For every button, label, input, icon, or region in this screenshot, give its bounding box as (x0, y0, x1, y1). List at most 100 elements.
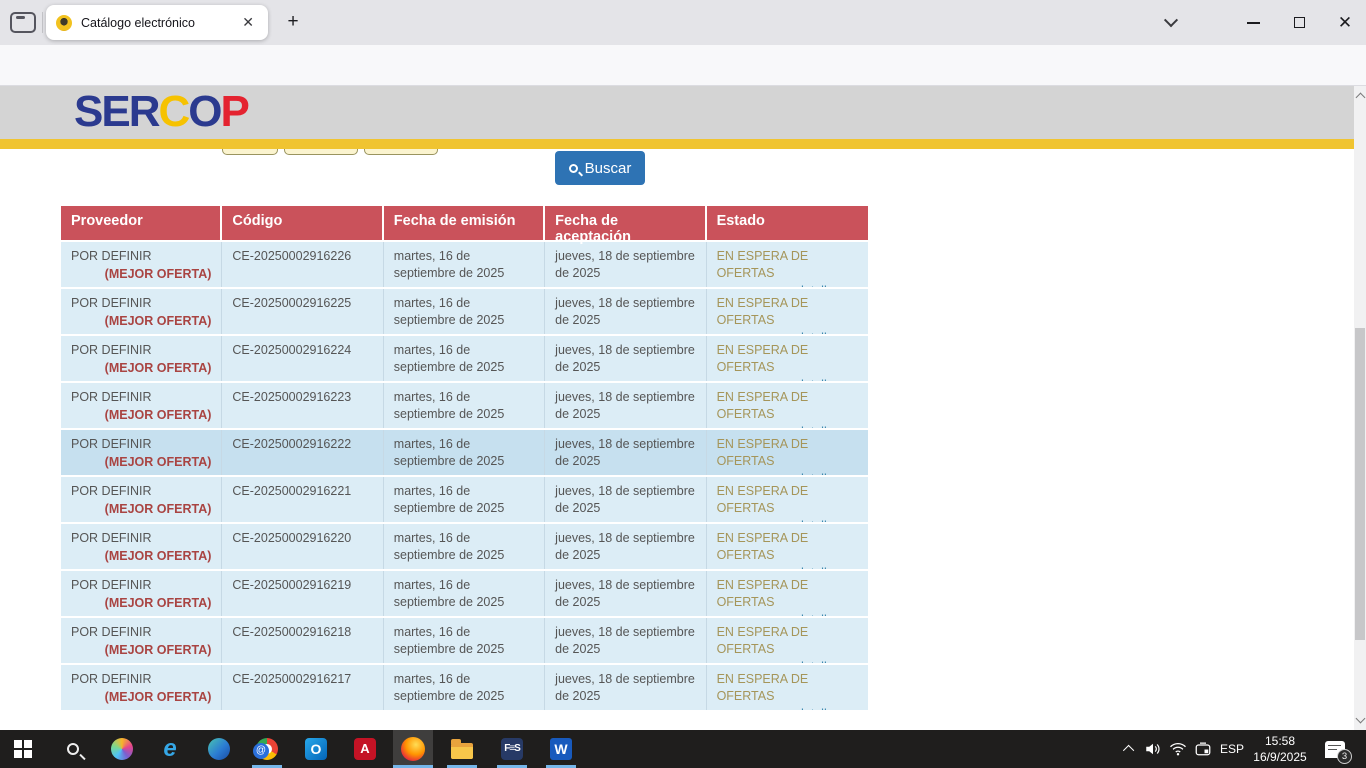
outlook-icon[interactable]: O (296, 730, 336, 768)
ver-detalles-link[interactable]: ver detalles (717, 377, 858, 381)
firefox-icon[interactable] (393, 730, 433, 768)
internet-explorer-icon[interactable]: e (163, 735, 177, 762)
clock-date: 16/9/2025 (1253, 750, 1307, 764)
col-header-fecha-aceptacion: Fecha de aceptación (545, 206, 707, 245)
provider: POR DEFINIR (71, 296, 152, 310)
site-favicon (56, 14, 72, 31)
sercop-logo[interactable]: SERCOP (74, 87, 250, 136)
status-badge: EN ESPERA DE OFERTAS (716, 578, 809, 609)
emission-date: martes, 16 de septiembre de 2025 (384, 289, 546, 334)
provider: POR DEFINIR (71, 484, 152, 498)
search-icon (568, 163, 578, 173)
notification-center-icon[interactable]: 3 (1318, 730, 1352, 768)
new-tab-button[interactable]: + (287, 11, 299, 32)
divider (42, 12, 43, 33)
edge-icon[interactable] (199, 730, 239, 768)
copilot-icon[interactable] (102, 730, 142, 768)
taskbar: e @ O A F≡S W ESP 15:58 16/9/2025 3 (0, 730, 1366, 768)
table-row: POR DEFINIR (MEJOR OFERTA) CE-20250002916… (61, 240, 868, 287)
col-header-fecha-emision: Fecha de emisión (383, 206, 546, 240)
order-code: CE-20250002916217 (222, 665, 384, 710)
restore-button[interactable] (1284, 0, 1314, 45)
browser-tab-bar: Catálogo electrónico ✕ + ✕ (0, 0, 1366, 45)
volume-icon[interactable] (1140, 730, 1166, 768)
close-window-button[interactable]: ✕ (1337, 12, 1353, 32)
order-code: CE-20250002916218 (222, 618, 384, 663)
emission-date: martes, 16 de septiembre de 2025 (384, 430, 546, 475)
order-code: CE-20250002916220 (222, 524, 384, 569)
order-code: CE-20250002916222 (222, 430, 384, 475)
browser-toolbar: catalogoelectronico.compraspublicas.gob.… (0, 45, 1366, 126)
table-row: POR DEFINIR (MEJOR OFERTA) CE-20250002916… (61, 334, 868, 381)
emission-date: martes, 16 de septiembre de 2025 (384, 665, 546, 710)
acceptance-date: jueves, 18 de septiembre de 2025 (545, 524, 707, 569)
file-explorer-icon[interactable] (442, 730, 482, 768)
fes-app-icon[interactable]: F≡S (492, 730, 532, 768)
status-badge: EN ESPERA DE OFERTAS (716, 437, 809, 468)
start-button[interactable] (3, 730, 43, 768)
provider-note: (MEJOR OFERTA) (104, 454, 212, 469)
ver-detalles-link[interactable]: ver detalles (717, 424, 858, 428)
table-row: POR DEFINIR (MEJOR OFERTA) CE-20250002916… (61, 616, 868, 663)
word-icon[interactable]: W (541, 730, 581, 768)
page-scrollbar[interactable] (1354, 86, 1366, 730)
minimize-button[interactable] (1238, 0, 1268, 45)
status-badge: EN ESPERA DE OFERTAS (716, 343, 809, 374)
provider-note: (MEJOR OFERTA) (104, 689, 212, 704)
buscar-button[interactable]: Buscar (555, 151, 645, 185)
provider-note: (MEJOR OFERTA) (104, 595, 212, 610)
ver-detalles-link[interactable]: ver detalles (717, 706, 858, 710)
status-badge: EN ESPERA DE OFERTAS (716, 484, 809, 515)
scroll-down-icon[interactable] (1355, 713, 1366, 724)
provider-note: (MEJOR OFERTA) (104, 548, 212, 563)
scrollbar-thumb[interactable] (1355, 328, 1365, 640)
close-tab-icon[interactable]: ✕ (242, 14, 254, 30)
col-header-codigo: Código (222, 206, 384, 240)
cast-icon[interactable] (1190, 730, 1216, 768)
firefox-view-icon[interactable] (10, 12, 36, 33)
status-badge: EN ESPERA DE OFERTAS (716, 296, 809, 327)
ver-detalles-link[interactable]: ver detalles (717, 612, 858, 616)
table-row: POR DEFINIR (MEJOR OFERTA) CE-20250002916… (61, 522, 868, 569)
order-code: CE-20250002916224 (222, 336, 384, 381)
table-row: POR DEFINIR (MEJOR OFERTA) CE-20250002916… (61, 663, 868, 710)
order-code: CE-20250002916223 (222, 383, 384, 428)
acceptance-date: jueves, 18 de septiembre de 2025 (545, 242, 707, 287)
list-all-tabs-icon[interactable] (1158, 0, 1184, 45)
provider: POR DEFINIR (71, 343, 152, 357)
col-header-estado: Estado (706, 206, 868, 240)
ver-detalles-link[interactable]: ver detalles (717, 565, 858, 569)
site-header: SERCOP CATÁLOGO ELECTRÓNICO ☜Volver al S… (0, 86, 1354, 216)
language-indicator[interactable]: ESP (1219, 742, 1244, 756)
status-badge: EN ESPERA DE OFERTAS (716, 672, 809, 703)
table-header-row: Proveedor Código Fecha de emisión Fecha … (61, 206, 868, 245)
provider-note: (MEJOR OFERTA) (104, 501, 212, 516)
filter-tab-stub[interactable] (364, 149, 438, 155)
tab-title: Catálogo electrónico (81, 15, 195, 30)
clock[interactable]: 15:58 16/9/2025 (1247, 730, 1313, 768)
ver-detalles-link[interactable]: ver detalles (717, 283, 858, 287)
ver-detalles-link[interactable]: ver detalles (717, 330, 858, 334)
orders-table: Proveedor Código Fecha de emisión Fecha … (61, 206, 868, 710)
chrome-icon[interactable]: @ (247, 730, 287, 768)
emission-date: martes, 16 de septiembre de 2025 (384, 242, 546, 287)
acceptance-date: jueves, 18 de septiembre de 2025 (545, 618, 707, 663)
ver-detalles-link[interactable]: ver detalles (717, 518, 858, 522)
filter-tab-stub[interactable] (284, 149, 358, 155)
filter-tab-stub[interactable] (222, 149, 278, 155)
taskbar-search-icon[interactable] (53, 730, 93, 768)
browser-tab[interactable]: Catálogo electrónico ✕ (46, 5, 268, 40)
ver-detalles-link[interactable]: ver detalles (717, 471, 858, 475)
emission-date: martes, 16 de septiembre de 2025 (384, 383, 546, 428)
scroll-up-icon[interactable] (1355, 92, 1366, 103)
ver-detalles-link[interactable]: ver detalles (717, 659, 858, 663)
provider-note: (MEJOR OFERTA) (104, 266, 212, 281)
wifi-icon[interactable] (1165, 730, 1191, 768)
emission-date: martes, 16 de septiembre de 2025 (384, 477, 546, 522)
page-content: Buscar Proveedor Código Fecha de emisión… (0, 149, 1354, 730)
clock-time: 15:58 (1264, 733, 1295, 748)
acrobat-icon[interactable]: A (345, 730, 385, 768)
order-code: CE-20250002916225 (222, 289, 384, 334)
provider: POR DEFINIR (71, 437, 152, 451)
provider: POR DEFINIR (71, 531, 152, 545)
